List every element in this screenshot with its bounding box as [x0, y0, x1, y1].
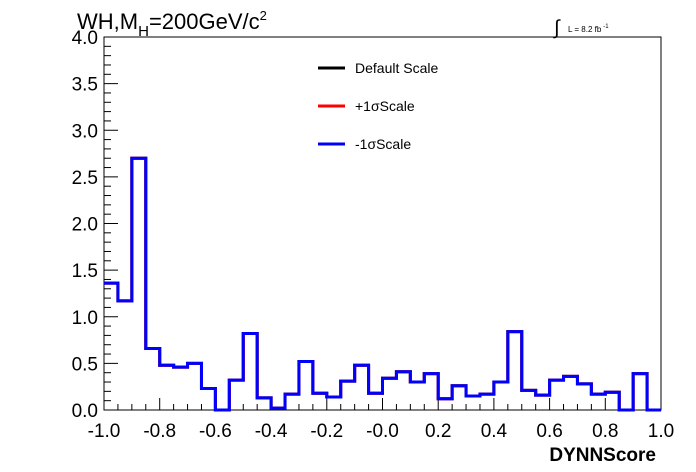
y-tick-label: 3.0 [72, 121, 98, 142]
y-tick-label: 1.0 [72, 308, 98, 329]
x-axis-label: DYNNScore [549, 445, 656, 466]
series-layer [104, 156, 661, 412]
integral-symbol: ∫ [553, 17, 561, 39]
series-line-2 [104, 156, 661, 412]
luminosity-label: ∫ L = 8.2 fb -1 [553, 17, 609, 39]
y-tick-label: 2.0 [72, 215, 98, 236]
y-tick-label: 0.5 [72, 354, 98, 375]
y-tick-label: 2.5 [72, 168, 98, 189]
y-tick-label: 4.0 [72, 28, 98, 49]
plot-frame [103, 36, 662, 411]
luminosity-text: L = 8.2 fb -1 [568, 24, 609, 34]
x-tick-label: 1.0 [648, 421, 674, 442]
y-tick-label: 3.5 [72, 75, 98, 96]
x-tick-label: 0.8 [592, 421, 618, 442]
series-line-0 [104, 156, 661, 412]
x-tick-label: -0.2 [310, 421, 343, 442]
x-tick-label: 0.2 [425, 421, 451, 442]
x-tick-label: -0.6 [199, 421, 232, 442]
y-tick-label: 0.0 [72, 401, 98, 422]
legend-label: -1σScale [355, 136, 411, 152]
x-tick-label: 0.6 [536, 421, 562, 442]
x-axis: -1.0 -0.8 -0.6 -0.4 -0.2 -0.0 0.2 0.4 0.6 0.8 1.0 [88, 398, 674, 442]
legend-label: Default Scale [355, 60, 438, 76]
x-tick-label: 0.4 [481, 421, 508, 442]
y-tick-label: 1.5 [72, 261, 98, 282]
x-tick-label: -0.0 [366, 421, 399, 442]
y-axis: 0.0 0.5 1.0 1.5 2.0 2.5 3.0 3.5 4.0 [72, 28, 118, 422]
legend-label: +1σScale [355, 98, 415, 114]
x-tick-label: -1.0 [88, 421, 121, 442]
chart-title: WH,MH=200GeV/c2 [77, 8, 267, 40]
legend: Default Scale +1σScale -1σScale [318, 60, 438, 152]
x-tick-label: -0.4 [255, 421, 288, 442]
x-tick-label: -0.8 [143, 421, 176, 442]
series-line-1 [104, 156, 661, 412]
